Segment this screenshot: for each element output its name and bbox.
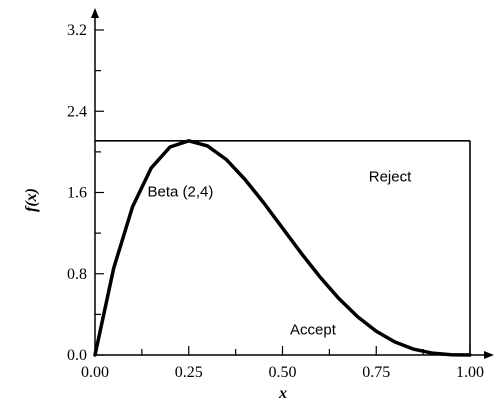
x-tick-label: 0.50 [269,364,297,381]
tick-labels: 0.00 0.25 0.50 0.75 1.00 0.0 0.8 1.6 2.4 3.2 [67,22,484,381]
envelope-box [95,140,471,355]
x-tick-label: 0.00 [81,364,109,381]
reject-region-label: Reject [369,168,412,185]
y-axis-arrowhead [91,8,99,18]
x-axis-arrowhead [484,351,494,359]
y-tick-label: 0.8 [67,266,87,283]
x-tick-label: 0.25 [175,364,203,381]
y-tick-label: 0.0 [67,347,87,364]
curves [93,139,472,357]
beta-density-curve [93,139,472,357]
y-tick-label: 1.6 [67,185,87,202]
x-tick-label: 1.00 [456,364,484,381]
y-tick-label: 2.4 [67,103,87,120]
accept-region-label: Accept [290,322,337,339]
y-tick-label: 3.2 [67,22,87,39]
y-axis-label: f(x) [23,188,40,212]
annotations: Beta (2,4) Reject Accept [148,168,413,338]
beta-curve-label: Beta (2,4) [148,184,214,201]
x-axis-label: x [278,385,287,402]
x-tick-label: 0.75 [362,364,390,381]
